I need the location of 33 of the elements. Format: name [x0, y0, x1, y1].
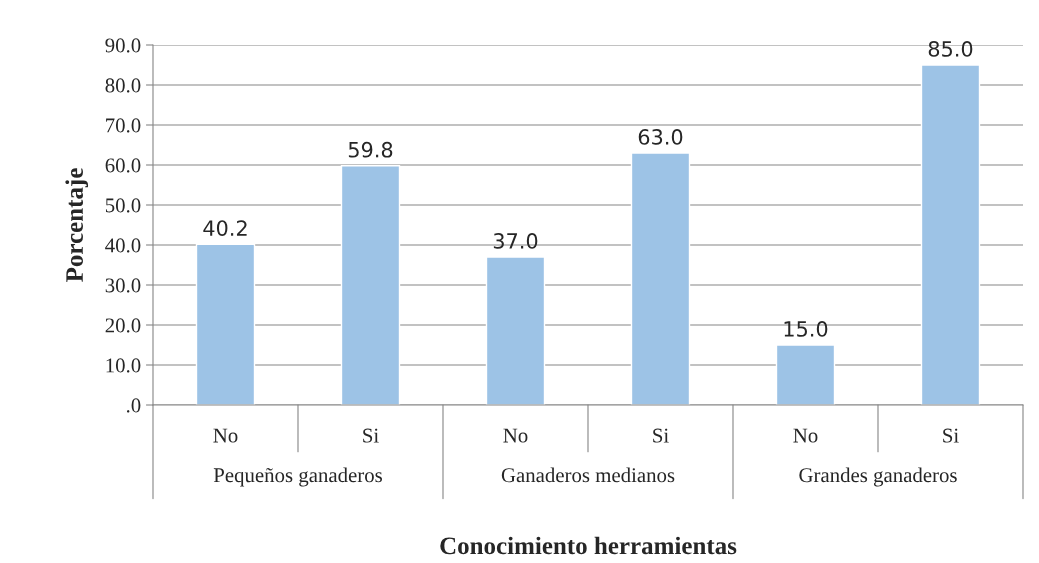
y-axis-title: Porcentaje [65, 168, 89, 282]
x-tick-label: Si [363, 428, 379, 443]
y-tick-label: 60.0 [105, 158, 141, 173]
bar [630, 152, 691, 405]
y-tick-label: 10.0 [106, 358, 141, 373]
text: Pequeños ganaderos [213, 467, 382, 487]
x-tick-label: No [503, 428, 528, 443]
bar [195, 243, 256, 405]
data-label: 37.0 [493, 233, 538, 249]
text: Grandes ganaderos [799, 467, 957, 487]
y-tick-label: 20.0 [105, 318, 141, 333]
y-tick-label: 50.0 [105, 198, 141, 213]
data-label: 15.0 [784, 321, 828, 337]
data-label: 85.0 [928, 41, 973, 57]
data-label: 59.8 [348, 141, 393, 158]
y-tick-label: .0 [126, 398, 141, 413]
data-label: 40.2 [203, 220, 247, 236]
y-tick-label: 40.0 [105, 238, 141, 253]
text: Ganaderos medianos [501, 467, 675, 483]
x-axis-title: Conocimiento herramientas [440, 536, 737, 555]
x-tick-label: No [213, 428, 238, 443]
x-tick-label: Si [653, 428, 669, 443]
bar [485, 256, 546, 405]
bar [775, 344, 836, 405]
bar [920, 64, 981, 405]
x-tick-label: No [793, 428, 818, 443]
y-tick-label: 80.0 [105, 78, 141, 93]
x-tick-label: Si [943, 428, 959, 443]
y-tick-label: 70.0 [106, 118, 141, 133]
data-label: 63.0 [638, 129, 683, 145]
y-tick-label: 90.0 [105, 38, 141, 53]
bar [340, 165, 401, 405]
y-tick-label: 30.0 [105, 278, 141, 293]
